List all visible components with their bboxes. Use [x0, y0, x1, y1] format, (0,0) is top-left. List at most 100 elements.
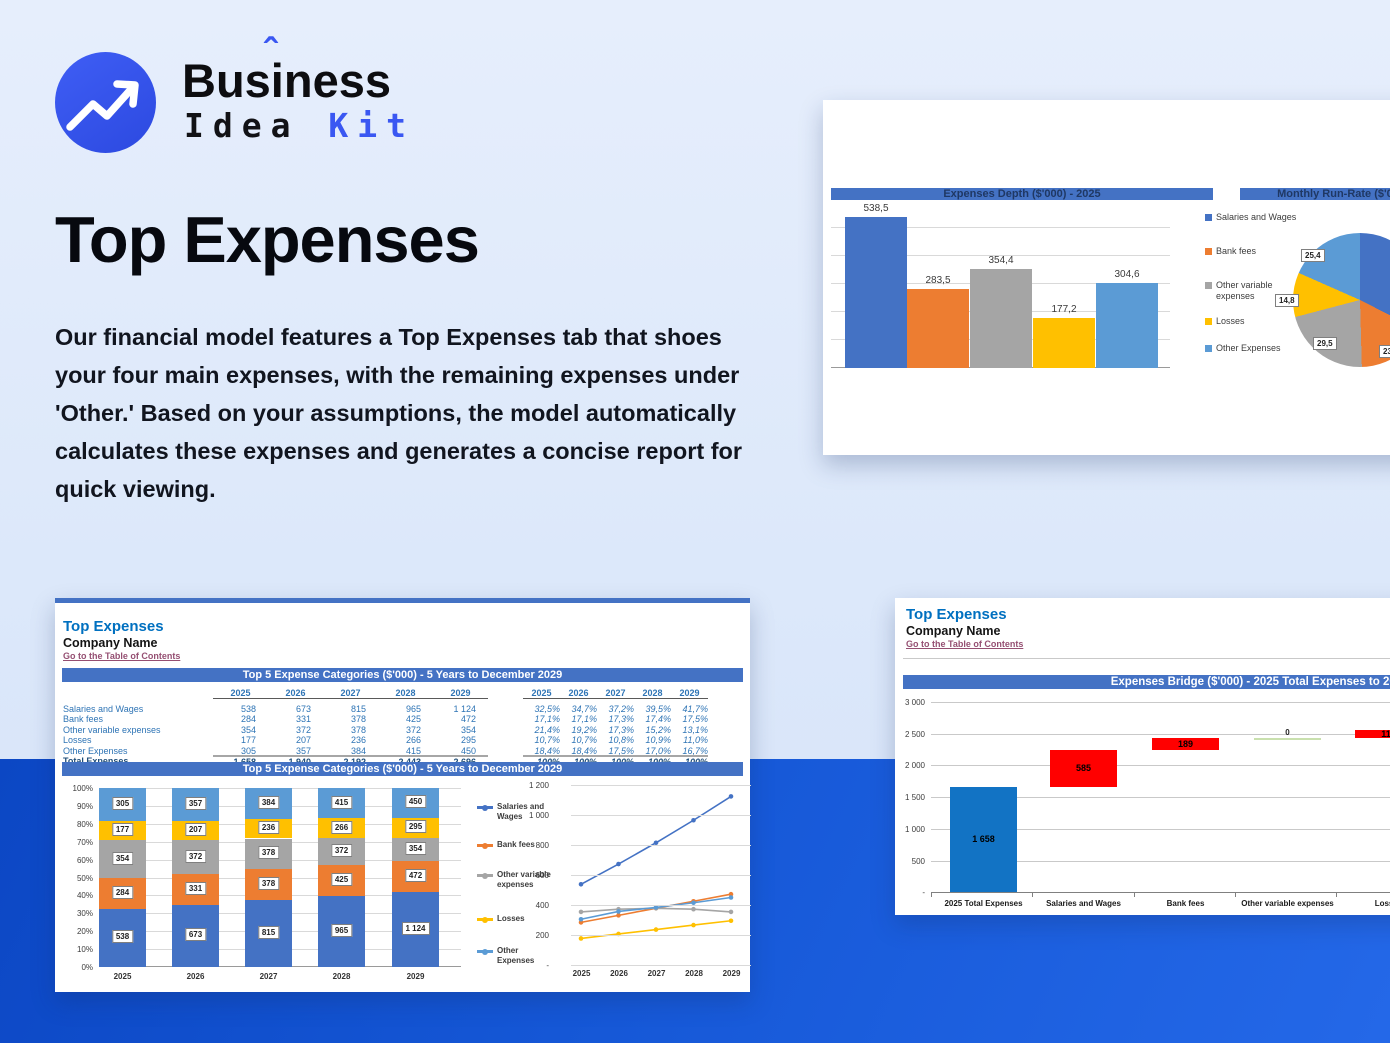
cell-value: 18,4% — [534, 745, 560, 756]
stacked-segment-label: 305 — [111, 796, 134, 810]
expense-percent-table: 2025 2026 2027 2028 2029 32,5% 34,7% 37,2% 39,5%… — [523, 688, 708, 767]
cell-value: 236 — [350, 735, 366, 745]
bridge-header-bar: Expenses Bridge ($'000) - 2025 Total Exp… — [903, 675, 1390, 689]
legend-label: Salaries and Wages — [1216, 212, 1297, 222]
stacked-x-tick: 2025 — [113, 972, 132, 981]
gridline — [931, 765, 1390, 767]
row-label: Total Expenses — [63, 756, 129, 766]
data-point — [691, 906, 696, 912]
cell-value: 13,1% — [682, 724, 708, 735]
year-header: 2028 — [634, 688, 671, 699]
year-header: 2029 — [433, 688, 488, 699]
stacked-segment-label: 378 — [257, 877, 280, 891]
stacked-segment-label: 450 — [404, 795, 427, 809]
stacked-segment-label: 378 — [257, 846, 280, 860]
legend-line — [477, 872, 493, 879]
axis-tick — [1336, 893, 1337, 897]
line-y-tick: 400 — [535, 901, 549, 910]
gridline — [931, 797, 1390, 799]
stacked-y-tick: 10% — [76, 945, 93, 955]
bridge-y-tick: 500 — [911, 856, 925, 866]
data-point — [728, 909, 734, 915]
legend-item: Bank fees — [1205, 246, 1308, 257]
line-series — [580, 795, 732, 886]
gridline — [931, 828, 1390, 830]
cell-value: 378 — [350, 724, 366, 735]
legend-line — [477, 948, 493, 955]
gridline — [571, 905, 751, 906]
stacked-y-tick: 80% — [76, 819, 93, 829]
stacked-segment-label: 415 — [330, 795, 353, 809]
stacked-segment-label: 384 — [257, 795, 280, 809]
legend-label: Bank fees — [1216, 246, 1257, 256]
sheet-top-strip — [55, 598, 750, 603]
sheet-title: Top Expenses — [906, 606, 1007, 623]
stacked-segment-label: 538 — [111, 930, 134, 944]
data-point — [691, 817, 696, 823]
depth-bar-value: 304,6 — [1114, 268, 1140, 280]
company-name: Company Name — [906, 624, 1001, 638]
stacked-y-tick: 30% — [76, 909, 93, 919]
legend-label: Other Expenses — [497, 946, 535, 965]
axis-tick — [1134, 893, 1135, 897]
legend-label: Other variable expenses — [1216, 280, 1273, 301]
cell-value: 18,4% — [571, 745, 597, 756]
depth-bar-value: 177,2 — [1051, 304, 1077, 316]
axis-tick — [1235, 893, 1236, 897]
table-header-row: 2025 2026 2027 2028 2029 — [523, 688, 708, 699]
legend-marker — [482, 842, 488, 849]
data-point — [728, 794, 734, 799]
gridline — [571, 935, 751, 936]
pie-data-label: 29,5 — [1313, 337, 1337, 350]
stacked-segment-label: 1 124 — [401, 922, 430, 936]
gridline — [931, 860, 1390, 862]
table-row: 21,4% 19,2% 17,3% 15,2% 13,1% — [523, 725, 708, 736]
gridline — [571, 815, 751, 816]
cell-value: 207 — [295, 735, 311, 745]
axis-tick — [1032, 893, 1033, 897]
cell-value: 39,5% — [645, 703, 671, 714]
gridline — [571, 785, 751, 786]
data-point — [578, 882, 584, 887]
depth-bar-value: 283,5 — [925, 274, 951, 286]
bridge-x-category: 2025 Total Expenses — [944, 899, 1023, 908]
bridge-x-category: Losses — [1374, 899, 1390, 908]
gridline — [571, 965, 751, 966]
line-y-tick: 600 — [535, 871, 549, 880]
year-header: 2025 — [523, 688, 560, 699]
year-header: 2025 — [213, 688, 268, 699]
stacked-y-tick: 60% — [76, 855, 93, 865]
pie-data-label: 14,8 — [1275, 294, 1299, 307]
stacked-segment-label: 354 — [111, 851, 134, 865]
table-row: 32,5% 34,7% 37,2% 39,5% 41,7% — [523, 704, 708, 715]
table-header-row: 2025 2026 2027 2028 2029 — [63, 688, 488, 699]
depth-bar-value: 354,4 — [988, 254, 1014, 266]
cell-value: 41,7% — [682, 703, 708, 714]
gridline — [831, 255, 1170, 256]
legend-item: Losses — [477, 914, 555, 924]
legend-marker — [482, 916, 488, 923]
waterfall-chart: 3 000 2 500 2 000 1 500 1 000 500 - 1 658 585 189… — [895, 694, 1390, 915]
expense-values-table: 2025 2026 2027 2028 2029 Salaries and Wages 53… — [63, 688, 488, 767]
cell-value: 354 — [240, 724, 256, 735]
cell-value: 472 — [460, 714, 476, 724]
x-axis-line — [931, 892, 1390, 893]
row-label: Other variable expenses — [63, 724, 161, 735]
data-point — [578, 909, 584, 915]
data-point — [578, 916, 584, 922]
stacked-segment-label: 425 — [330, 873, 353, 887]
pie-data-label: 25,4 — [1301, 249, 1325, 262]
bridge-x-category: Salaries and Wages — [1046, 899, 1121, 908]
depth-bar — [907, 288, 969, 368]
cell-value: 34,7% — [571, 703, 597, 714]
line-x-tick: 2029 — [722, 969, 741, 978]
cell-value: 673 — [295, 703, 311, 714]
waterfall-bar-label: 585 — [1075, 763, 1092, 774]
year-header: 2029 — [671, 688, 708, 699]
table-row: 18,4% 18,4% 17,5% 17,0% 16,7% — [523, 746, 708, 757]
legend-label: Other Expenses — [1216, 343, 1281, 353]
year-header: 2026 — [560, 688, 597, 699]
cell-value: 177 — [240, 735, 256, 745]
data-point — [616, 913, 621, 918]
waterfall-bar-label: 1 658 — [972, 834, 995, 845]
